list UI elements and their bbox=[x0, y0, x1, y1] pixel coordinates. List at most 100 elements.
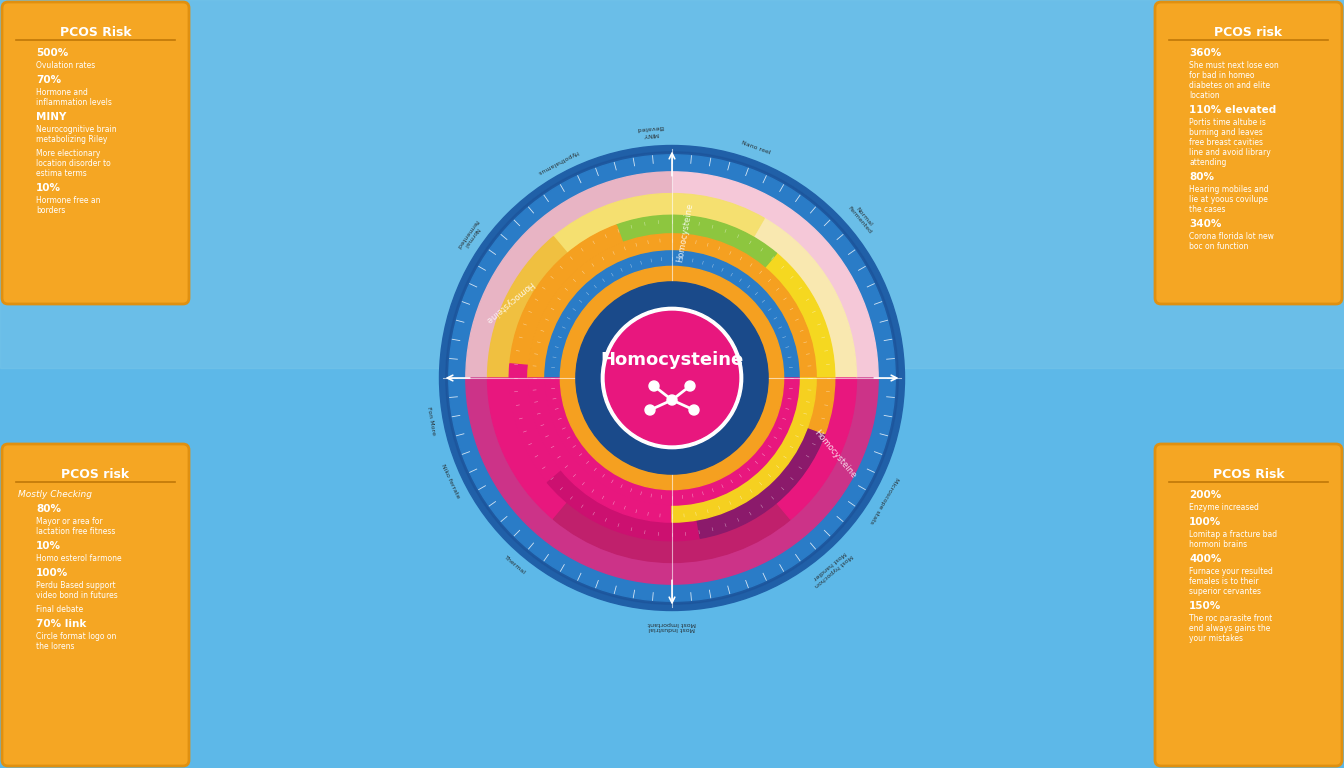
Wedge shape bbox=[544, 251, 800, 378]
Text: PCOS risk: PCOS risk bbox=[1215, 26, 1282, 39]
Text: Neurocognitive brain: Neurocognitive brain bbox=[36, 125, 117, 134]
Text: Hearing mobiles and: Hearing mobiles and bbox=[1189, 185, 1269, 194]
Text: Corona florida lot new: Corona florida lot new bbox=[1189, 232, 1274, 241]
Wedge shape bbox=[754, 218, 856, 378]
Text: 80%: 80% bbox=[1189, 172, 1214, 182]
Text: 110% elevated: 110% elevated bbox=[1189, 105, 1277, 115]
Wedge shape bbox=[528, 233, 672, 378]
Text: MINY
Elevated: MINY Elevated bbox=[636, 124, 664, 137]
FancyBboxPatch shape bbox=[1154, 2, 1343, 304]
Text: Homocysteine: Homocysteine bbox=[482, 280, 535, 325]
FancyBboxPatch shape bbox=[1, 444, 190, 766]
Text: Perdu Based support: Perdu Based support bbox=[36, 581, 116, 590]
Text: Normal
Fermented: Normal Fermented bbox=[847, 202, 878, 235]
Wedge shape bbox=[488, 378, 567, 519]
Text: 200%: 200% bbox=[1189, 490, 1222, 500]
Wedge shape bbox=[528, 378, 672, 522]
Wedge shape bbox=[672, 233, 816, 378]
Text: inflammation levels: inflammation levels bbox=[36, 98, 112, 107]
Circle shape bbox=[446, 152, 898, 604]
Text: 400%: 400% bbox=[1189, 554, 1222, 564]
Text: 500%: 500% bbox=[36, 48, 69, 58]
Text: metabolizing Riley: metabolizing Riley bbox=[36, 135, 108, 144]
Wedge shape bbox=[554, 503, 790, 562]
Text: lactation free fitness: lactation free fitness bbox=[36, 527, 116, 536]
Text: females is to their: females is to their bbox=[1189, 577, 1258, 586]
FancyBboxPatch shape bbox=[1154, 444, 1343, 766]
Text: Enzyme increased: Enzyme increased bbox=[1189, 503, 1259, 512]
Text: 340%: 340% bbox=[1189, 219, 1222, 229]
Text: PCOS Risk: PCOS Risk bbox=[1212, 468, 1285, 481]
Wedge shape bbox=[547, 471, 700, 541]
Text: boc on function: boc on function bbox=[1189, 242, 1249, 251]
Wedge shape bbox=[560, 266, 784, 490]
Text: Mayor or area for: Mayor or area for bbox=[36, 517, 102, 526]
Circle shape bbox=[439, 145, 905, 611]
Text: diabetes on and elite: diabetes on and elite bbox=[1189, 81, 1270, 90]
Text: end always gains the: end always gains the bbox=[1189, 624, 1270, 633]
Text: Homocysteine: Homocysteine bbox=[601, 351, 743, 369]
Text: Homocysteine: Homocysteine bbox=[812, 428, 857, 480]
Text: Niko ferrate: Niko ferrate bbox=[439, 464, 460, 499]
Circle shape bbox=[575, 282, 769, 474]
Text: More electionary: More electionary bbox=[36, 149, 101, 158]
Circle shape bbox=[689, 405, 699, 415]
Text: 100%: 100% bbox=[36, 568, 69, 578]
Text: 10%: 10% bbox=[36, 541, 60, 551]
Circle shape bbox=[649, 381, 659, 391]
Text: 360%: 360% bbox=[1189, 48, 1222, 58]
Text: Nano reel: Nano reel bbox=[741, 141, 771, 155]
Text: Lomitap a fracture bad: Lomitap a fracture bad bbox=[1189, 530, 1277, 539]
Text: 150%: 150% bbox=[1189, 601, 1222, 611]
Text: hormoni brains: hormoni brains bbox=[1189, 540, 1247, 549]
Wedge shape bbox=[777, 378, 856, 519]
Text: Normal
Fermented: Normal Fermented bbox=[454, 219, 482, 253]
Wedge shape bbox=[544, 378, 800, 505]
Text: attending: attending bbox=[1189, 158, 1226, 167]
Text: 70% link: 70% link bbox=[36, 619, 86, 629]
Wedge shape bbox=[509, 225, 622, 366]
Text: 100%: 100% bbox=[1189, 517, 1222, 527]
Wedge shape bbox=[488, 237, 567, 378]
Text: Homo esterol farmone: Homo esterol farmone bbox=[36, 554, 121, 563]
Text: Homocysteine: Homocysteine bbox=[675, 203, 695, 263]
Text: lie at yoous covilupe: lie at yoous covilupe bbox=[1189, 195, 1267, 204]
Text: Hormone and: Hormone and bbox=[36, 88, 87, 97]
Text: video bond in futures: video bond in futures bbox=[36, 591, 118, 600]
Text: superior cervantes: superior cervantes bbox=[1189, 587, 1261, 596]
Wedge shape bbox=[449, 155, 895, 601]
Text: Hormone free an: Hormone free an bbox=[36, 196, 101, 205]
Text: Circle format logo on: Circle format logo on bbox=[36, 632, 117, 641]
Text: Ovulation rates: Ovulation rates bbox=[36, 61, 95, 70]
Text: the cases: the cases bbox=[1189, 205, 1226, 214]
Text: 70%: 70% bbox=[36, 75, 60, 85]
Text: line and avoid library: line and avoid library bbox=[1189, 148, 1270, 157]
Wedge shape bbox=[808, 378, 835, 434]
Text: PCOS Risk: PCOS Risk bbox=[59, 26, 132, 39]
Wedge shape bbox=[672, 378, 878, 584]
Circle shape bbox=[667, 395, 677, 405]
Text: location disorder to: location disorder to bbox=[36, 159, 110, 168]
Text: 80%: 80% bbox=[36, 504, 60, 514]
Wedge shape bbox=[554, 194, 765, 253]
Text: the lorens: the lorens bbox=[36, 642, 74, 651]
Wedge shape bbox=[672, 378, 816, 522]
Text: Final debate: Final debate bbox=[36, 605, 83, 614]
Wedge shape bbox=[698, 427, 825, 538]
Text: free breast cavities: free breast cavities bbox=[1189, 138, 1263, 147]
Wedge shape bbox=[672, 172, 878, 378]
Text: 10%: 10% bbox=[36, 183, 60, 193]
Text: estima terms: estima terms bbox=[36, 169, 87, 178]
Text: Mostly Checking: Mostly Checking bbox=[17, 490, 91, 499]
Text: Hypothalamus: Hypothalamus bbox=[536, 149, 578, 174]
Text: Fon More: Fon More bbox=[426, 406, 435, 435]
Text: Furnace your resulted: Furnace your resulted bbox=[1189, 567, 1273, 576]
Wedge shape bbox=[466, 378, 672, 584]
Wedge shape bbox=[509, 364, 562, 482]
Wedge shape bbox=[466, 172, 672, 378]
Text: Portis time altube is: Portis time altube is bbox=[1189, 118, 1266, 127]
Text: PCOS risk: PCOS risk bbox=[62, 468, 129, 481]
Text: burning and leaves: burning and leaves bbox=[1189, 128, 1263, 137]
Text: for bad in homeo: for bad in homeo bbox=[1189, 71, 1254, 80]
Text: Thermal: Thermal bbox=[503, 555, 526, 576]
